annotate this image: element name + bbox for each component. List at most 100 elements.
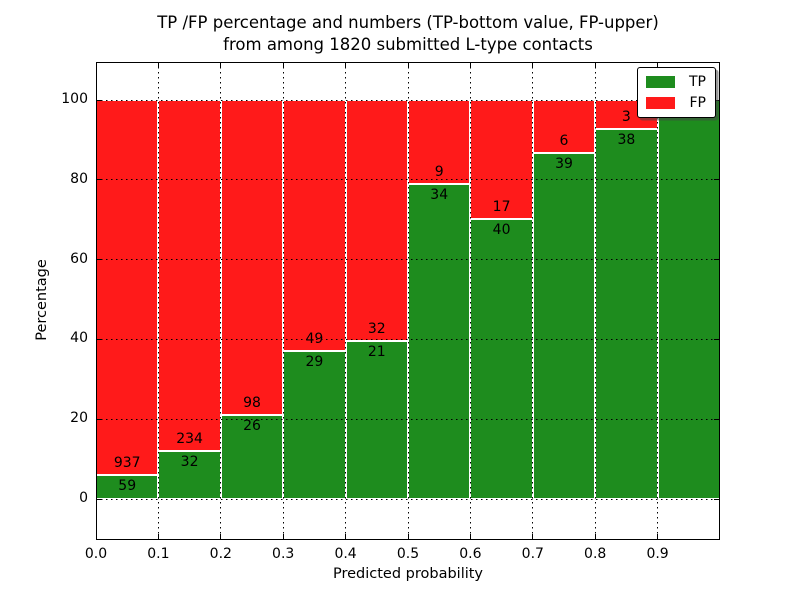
bar-segment-tp <box>220 415 284 499</box>
bar-segment-fp <box>470 100 533 219</box>
bar-segment-fp <box>532 100 596 154</box>
x-tick-mark <box>220 534 222 539</box>
legend-entry-fp: FP <box>646 96 706 110</box>
bar-segment-tp <box>408 183 471 499</box>
gridline-vertical <box>157 62 159 540</box>
gridline-vertical <box>282 62 284 540</box>
tp-count-label: 38 <box>617 132 636 149</box>
y-tick-label: 0 <box>79 490 88 506</box>
fp-count-label: 234 <box>176 431 203 447</box>
x-tick-mark <box>220 63 222 68</box>
gridline-vertical <box>532 62 534 540</box>
tp-count-label: 21 <box>367 343 386 360</box>
chart-title-line1: TP /FP percentage and numbers (TP-bottom… <box>157 13 659 32</box>
legend-entry-tp: TP <box>646 75 706 89</box>
fp-legend-swatch <box>646 97 675 109</box>
fp-count-label: 3 <box>621 109 631 126</box>
tp-count-label: 32 <box>180 454 199 470</box>
x-tick-mark <box>282 63 284 68</box>
x-tick-mark <box>157 63 159 68</box>
gridline-vertical <box>345 62 347 540</box>
tp-count-label: 40 <box>492 222 511 238</box>
plot-frame <box>96 62 720 540</box>
bar-segment-tp <box>595 129 658 499</box>
y-tick-mark <box>714 259 719 261</box>
legend: TP FP <box>637 67 716 118</box>
fp-count-label: 98 <box>243 395 261 412</box>
y-tick-label: 40 <box>70 330 88 347</box>
gridline-vertical <box>469 62 471 540</box>
y-tick-label: 60 <box>70 250 88 267</box>
x-tick-mark <box>532 63 534 68</box>
x-tick-mark <box>657 63 659 68</box>
x-tick-label: 0.5 <box>396 546 420 562</box>
gridline-vertical <box>594 62 596 540</box>
y-axis-label: Percentage <box>34 259 50 341</box>
fp-count-label: 937 <box>113 455 141 472</box>
gridline-horizontal <box>96 179 720 181</box>
gridline-vertical <box>657 62 659 540</box>
gridline-horizontal <box>96 99 720 101</box>
fp-legend-label: FP <box>689 95 707 111</box>
bar-segment-tp <box>283 350 346 499</box>
chart-title-line2: from among 1820 submitted L-type contact… <box>223 35 593 54</box>
x-tick-label: 0.6 <box>459 546 482 562</box>
gridline-horizontal <box>96 338 720 340</box>
x-tick-label: 0.4 <box>334 546 357 562</box>
bar-segment-tp <box>345 340 408 499</box>
bar-segment-fp <box>283 100 346 351</box>
x-tick-mark <box>282 534 284 539</box>
fp-count-label: 32 <box>367 320 386 337</box>
x-tick-mark <box>594 63 596 68</box>
y-tick-mark <box>97 99 102 101</box>
x-tick-mark <box>532 534 534 539</box>
x-tick-label: 0.2 <box>209 546 232 562</box>
x-tick-mark <box>469 534 471 539</box>
x-tick-mark <box>407 534 409 539</box>
bar-segment-tp <box>657 100 720 499</box>
tp-count-label: 39 <box>555 156 573 173</box>
fp-count-label: 49 <box>305 330 324 347</box>
x-tick-mark <box>157 534 159 539</box>
tp-count-label: 29 <box>305 353 324 370</box>
x-tick-mark <box>345 534 347 539</box>
gridline-vertical <box>407 62 409 540</box>
tp-count-label: 26 <box>243 418 261 435</box>
x-tick-mark <box>407 63 409 68</box>
y-tick-mark <box>97 418 102 420</box>
x-tick-label: 0.9 <box>646 546 669 562</box>
y-tick-mark <box>714 498 719 500</box>
y-tick-mark <box>97 179 102 181</box>
x-tick-mark <box>345 63 347 68</box>
bar-segment-fp <box>96 100 159 476</box>
y-tick-mark <box>714 418 719 420</box>
y-tick-mark <box>97 498 102 500</box>
x-tick-label: 0.3 <box>272 546 295 562</box>
y-tick-label: 20 <box>70 410 88 427</box>
tp-legend-label: TP <box>689 74 706 90</box>
chart-title: TP /FP percentage and numbers (TP-bottom… <box>96 12 720 56</box>
x-tick-label: 0.8 <box>584 546 607 562</box>
x-tick-mark <box>657 534 659 539</box>
tp-count-label: 59 <box>118 478 137 495</box>
fp-count-label: 6 <box>559 133 569 150</box>
bar-segment-fp <box>158 100 221 451</box>
gridline-horizontal <box>96 418 720 420</box>
bar-segment-tp <box>470 219 533 499</box>
x-tick-mark <box>469 63 471 68</box>
gridline-horizontal <box>96 259 720 261</box>
y-tick-mark <box>714 338 719 340</box>
fp-count-label: 9 <box>434 163 444 180</box>
x-tick-label: 0.0 <box>84 546 108 562</box>
y-tick-label: 80 <box>70 170 88 187</box>
x-tick-label: 0.1 <box>147 546 170 562</box>
bar-segment-tp <box>532 153 596 499</box>
y-tick-mark <box>97 338 102 340</box>
gridline-horizontal <box>96 498 720 500</box>
y-tick-label: 100 <box>61 91 88 107</box>
x-tick-mark <box>594 534 596 539</box>
y-tick-mark <box>714 99 719 101</box>
gridline-vertical <box>220 62 222 540</box>
tp-legend-swatch <box>646 76 675 88</box>
